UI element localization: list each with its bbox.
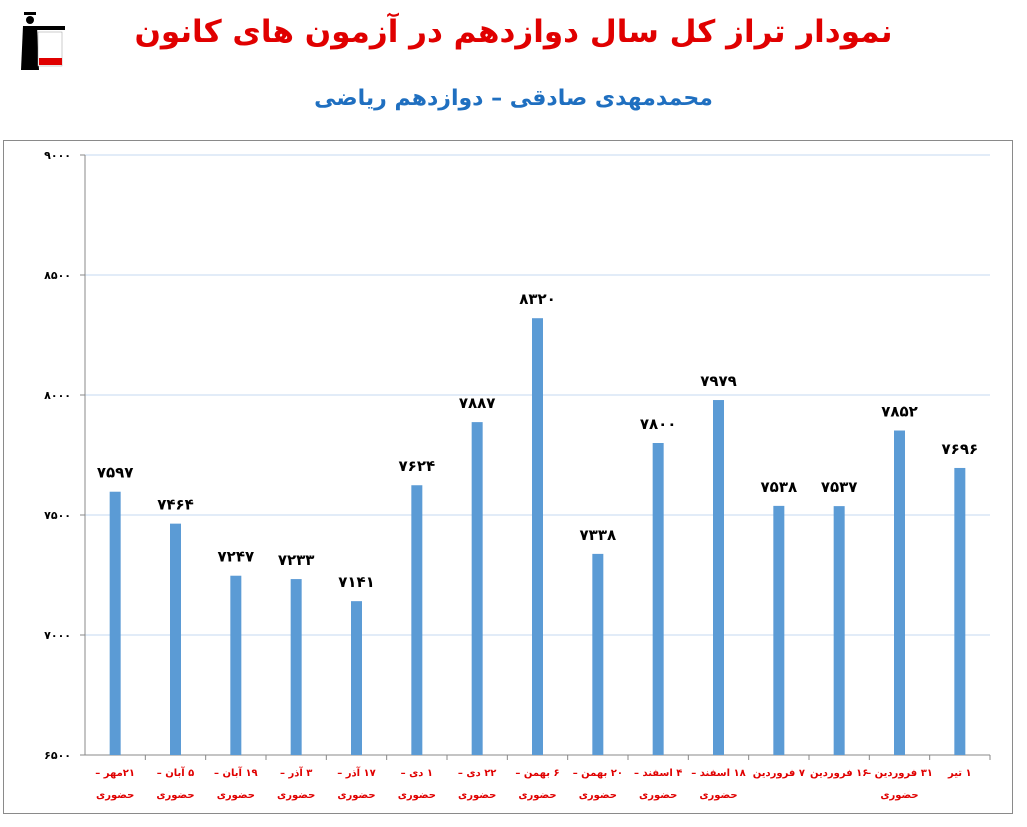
x-tick-label-sub: حضوری	[699, 790, 737, 801]
x-tick-label: ۷ فروردین	[753, 768, 805, 779]
x-tick-label-sub: حضوری	[337, 790, 375, 801]
y-tick-label: ۷۵۰۰	[44, 509, 71, 522]
x-tick-label-sub: حضوری	[880, 790, 918, 801]
bar	[894, 430, 905, 755]
x-tick-label: ۶ بهمن –	[515, 768, 559, 779]
y-tick-label: ۸۵۰۰	[44, 269, 71, 282]
chart-subtitle: محمدمهدی صادقی – دوازدهم ریاضی	[314, 86, 713, 111]
bar	[411, 485, 423, 755]
y-tick-label: ۶۵۰۰	[44, 749, 71, 762]
data-label: ۷۸۵۲	[881, 403, 918, 421]
data-label: ۷۵۹۷	[97, 464, 134, 482]
x-tick-label: ۱۸ اسفند –	[691, 768, 746, 779]
data-label: ۷۲۴۷	[218, 548, 255, 566]
data-label: ۷۹۷۹	[700, 372, 737, 390]
data-label: ۷۱۴۱	[338, 573, 375, 591]
bar	[954, 467, 966, 755]
x-tick-label-sub: حضوری	[639, 790, 677, 801]
bar	[532, 318, 543, 755]
data-label: ۷۶۹۶	[942, 440, 979, 458]
data-label: ۷۸۸۷	[459, 394, 496, 412]
bar	[471, 422, 483, 755]
data-label: ۷۳۳۸	[580, 526, 617, 544]
bar	[652, 443, 664, 755]
y-tick-label: ۷۰۰۰	[44, 629, 71, 642]
data-label: ۸۳۲۰	[519, 290, 556, 308]
y-tick-label: ۹۰۰۰	[44, 149, 71, 162]
bar	[230, 575, 242, 755]
x-tick-label-sub: حضوری	[96, 790, 134, 801]
x-tick-label-sub: حضوری	[518, 790, 556, 801]
bar	[592, 553, 604, 755]
x-tick-label: ۵ آبان –	[157, 766, 195, 779]
kanoon-logo	[21, 12, 65, 70]
x-tick-label-sub: حضوری	[277, 790, 315, 801]
x-tick-label: ۴ اسفند –	[634, 768, 682, 779]
bar	[109, 491, 121, 755]
x-tick-label: ۱ تیر	[947, 768, 972, 779]
y-tick-label: ۸۰۰۰	[44, 389, 71, 402]
x-tick-label: ۱۶ فروردین	[810, 768, 868, 779]
x-tick-label: ۲۰ بهمن –	[573, 768, 623, 779]
x-tick-label: ۱۹ آبان –	[214, 766, 258, 779]
data-label: ۷۸۰۰	[640, 415, 677, 433]
x-tick-label: ۱ دی –	[401, 768, 433, 779]
bar	[773, 505, 785, 755]
data-label: ۷۲۳۳	[278, 551, 315, 569]
bar	[170, 523, 181, 755]
x-tick-label-sub: حضوری	[156, 790, 194, 801]
data-label: ۷۶۲۴	[399, 457, 436, 475]
x-tick-label-sub: حضوری	[458, 790, 496, 801]
bar	[351, 601, 362, 755]
data-label: ۷۵۳۷	[821, 478, 858, 496]
chart-frame	[3, 140, 1013, 814]
chart-title: نمودار تراز کل سال دوازدهم در آزمون های …	[134, 14, 893, 50]
data-label: ۷۴۶۴	[157, 496, 194, 514]
x-tick-label: ۳ آذر –	[280, 766, 312, 779]
data-label: ۷۵۳۸	[761, 478, 798, 496]
x-tick-label: ۲۱مهر –	[95, 768, 135, 779]
x-tick-label: ۲۲ دی –	[458, 768, 496, 779]
x-tick-label: ۱۷ آذر –	[337, 766, 376, 779]
bar	[833, 506, 845, 755]
x-tick-label-sub: حضوری	[579, 790, 617, 801]
bar	[713, 400, 724, 755]
x-tick-label-sub: حضوری	[217, 790, 255, 801]
x-tick-label: ۳۱ فروردین –	[866, 768, 933, 779]
bar	[290, 579, 302, 755]
x-tick-label-sub: حضوری	[398, 790, 436, 801]
